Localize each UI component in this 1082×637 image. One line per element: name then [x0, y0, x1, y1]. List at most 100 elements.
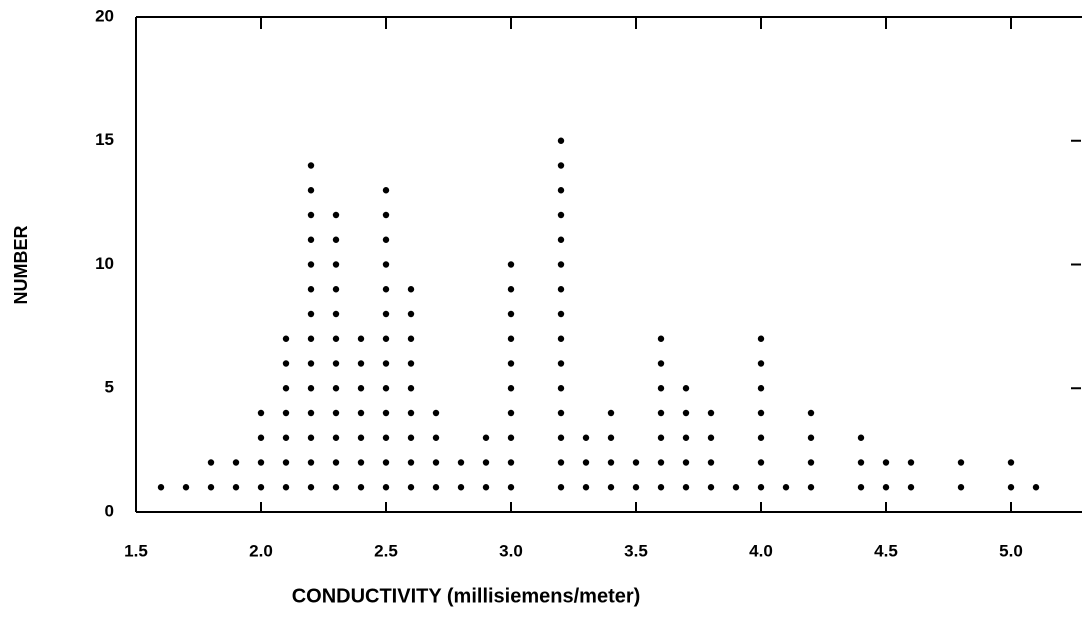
dot: [707, 409, 715, 417]
dot: [807, 409, 815, 417]
dot: [607, 484, 615, 491]
dot: [657, 385, 665, 392]
dot: [282, 385, 290, 392]
dot: [907, 484, 915, 491]
dot: [557, 385, 565, 392]
dot: [407, 385, 415, 392]
dot: [307, 261, 315, 268]
dot: [757, 434, 765, 441]
dot: [882, 484, 890, 491]
dot: [507, 310, 515, 318]
dot: [307, 187, 315, 194]
dot: [582, 459, 590, 466]
dot: [307, 484, 315, 491]
dot: [382, 310, 390, 318]
x-tick-label: 5.0: [999, 541, 1023, 560]
dot: [507, 286, 515, 293]
dot: [557, 409, 565, 417]
dot: [307, 211, 315, 219]
dot: [507, 434, 515, 441]
dot: [332, 360, 340, 367]
dot: [557, 335, 565, 342]
dot: [207, 484, 215, 491]
dot-column: [857, 434, 865, 491]
dot: [707, 484, 715, 491]
dot: [332, 434, 340, 441]
dot: [557, 310, 565, 318]
dot: [382, 211, 390, 219]
dot: [407, 360, 415, 367]
dot: [332, 385, 340, 392]
dot-column: [732, 484, 740, 491]
dot-column: [757, 335, 765, 491]
dot: [1007, 484, 1015, 491]
dot: [257, 434, 265, 441]
dot: [382, 484, 390, 491]
dot: [582, 484, 590, 491]
dot-column: [807, 409, 815, 491]
dot: [257, 409, 265, 417]
dot: [682, 434, 690, 441]
dot: [557, 360, 565, 367]
dot: [282, 459, 290, 466]
dot: [382, 459, 390, 466]
y-tick-label: 10: [95, 254, 114, 273]
dot: [707, 434, 715, 441]
dot: [407, 409, 415, 417]
y-axis-label: NUMBER: [11, 226, 31, 305]
dot: [482, 459, 490, 466]
dot: [507, 261, 515, 268]
dot: [407, 286, 415, 293]
dot-column: [782, 484, 790, 491]
dot: [257, 484, 265, 491]
x-axis-label: CONDUCTIVITY (millisiemens/meter): [292, 585, 641, 607]
dot: [757, 385, 765, 392]
dot: [657, 459, 665, 466]
dot: [332, 409, 340, 417]
dot: [757, 459, 765, 466]
dot: [907, 459, 915, 466]
dot: [857, 459, 865, 466]
dot: [632, 459, 640, 466]
dot-column: [232, 459, 240, 491]
x-tick-label: 1.5: [124, 541, 148, 560]
dot: [682, 385, 690, 392]
dot: [957, 459, 965, 466]
dot: [682, 459, 690, 466]
dot: [407, 434, 415, 441]
dot: [607, 434, 615, 441]
dot: [407, 310, 415, 318]
y-tick-label: 0: [105, 501, 114, 520]
dot: [432, 434, 440, 441]
dot: [182, 484, 190, 491]
x-tick-label: 3.0: [499, 541, 523, 560]
dot-column: [157, 484, 165, 491]
dot: [307, 434, 315, 441]
dot-column: [357, 335, 365, 491]
dot: [307, 162, 315, 169]
dot: [507, 360, 515, 367]
dot: [1007, 459, 1015, 466]
dot-column: [682, 385, 690, 491]
dot: [282, 484, 290, 491]
dot-column: [707, 409, 715, 491]
dot: [407, 335, 415, 342]
dot-column: [257, 409, 265, 491]
dot: [682, 409, 690, 417]
dot: [332, 335, 340, 342]
dot: [382, 385, 390, 392]
dot: [482, 484, 490, 491]
dot: [1032, 484, 1040, 491]
dot: [782, 484, 790, 491]
dot: [382, 286, 390, 293]
dot: [507, 335, 515, 342]
dot: [457, 459, 465, 466]
dot-column: [307, 162, 315, 491]
dot: [957, 484, 965, 491]
dot: [707, 459, 715, 466]
dot: [382, 236, 390, 243]
dot: [557, 261, 565, 268]
dot: [857, 434, 865, 441]
dot: [657, 409, 665, 417]
